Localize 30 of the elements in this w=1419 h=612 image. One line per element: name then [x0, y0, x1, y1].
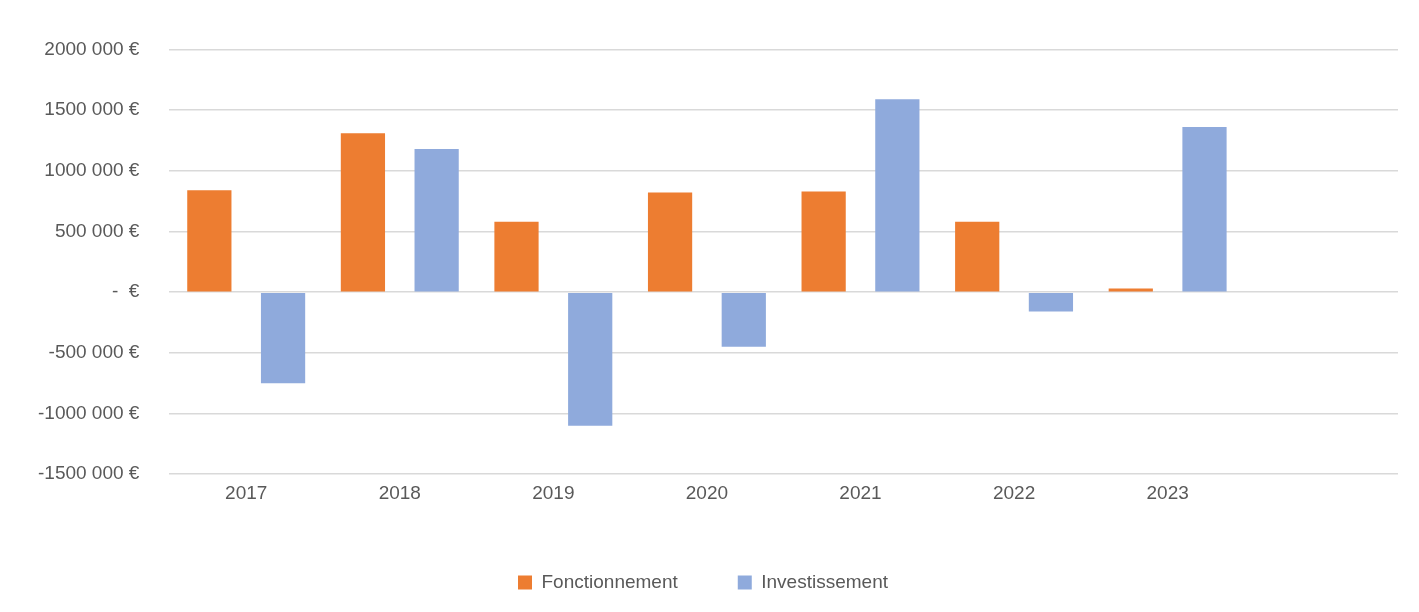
- bar: [721, 292, 766, 347]
- legend-label: Investissement: [761, 570, 889, 592]
- bar: [955, 221, 1000, 292]
- bar: [340, 133, 386, 292]
- y-tick-label: 1000 000 €: [44, 159, 140, 181]
- x-tick-label: 2018: [378, 481, 421, 503]
- bar: [801, 191, 846, 292]
- y-tick-label: 1500 000 €: [44, 98, 140, 120]
- bar: [260, 292, 306, 384]
- bar: [647, 192, 693, 292]
- x-tick-label: 2017: [225, 481, 268, 503]
- x-tick-label: 2022: [992, 481, 1036, 503]
- x-tick-label: 2020: [685, 481, 729, 503]
- x-tick-label: 2019: [532, 481, 575, 503]
- bar: [568, 292, 613, 426]
- y-tick-label: -1500 000 €: [38, 462, 140, 484]
- y-tick-label: - €: [111, 280, 140, 302]
- y-tick-label: -1000 000 €: [38, 401, 140, 423]
- bar: [414, 148, 459, 292]
- y-tick-label: 2000 000 €: [44, 37, 140, 59]
- bar: [875, 99, 920, 292]
- y-tick-label: 500 000 €: [54, 219, 140, 241]
- bar: [187, 190, 232, 292]
- bar: [1028, 292, 1074, 312]
- y-tick-label: -500 000 €: [48, 341, 140, 363]
- legend-label: Fonctionnement: [541, 570, 679, 592]
- bar: [1182, 127, 1227, 292]
- bar: [494, 221, 539, 292]
- x-tick-label: 2023: [1146, 481, 1189, 503]
- x-tick-label: 2021: [839, 481, 882, 503]
